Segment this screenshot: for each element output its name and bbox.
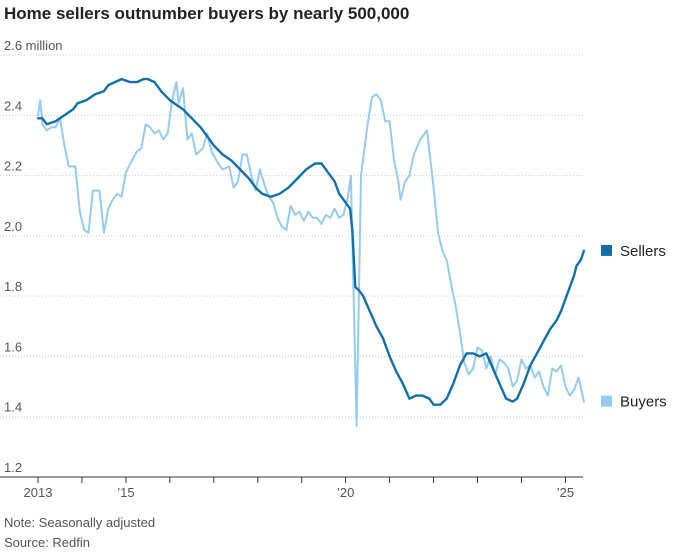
x-tick-label: ’15 — [117, 485, 134, 500]
y-tick-label: 2.0 — [4, 219, 22, 234]
series-line-sellers — [36, 77, 586, 406]
legend: Sellers Buyers — [601, 243, 667, 411]
y-tick-label: 2.6 million — [4, 38, 63, 53]
series-lines — [36, 77, 586, 427]
y-axis-ticks: 2.6 million 2.4 2.2 2.0 1.8 1.6 1.4 1.2 — [4, 38, 63, 475]
y-tick-label: 1.2 — [4, 460, 22, 475]
y-tick-label: 1.4 — [4, 400, 22, 415]
legend-label-sellers: Sellers — [620, 243, 666, 260]
x-tick-label: ’25 — [557, 485, 574, 500]
chart-title: Home sellers outnumber buyers by nearly … — [4, 4, 410, 23]
gridlines — [0, 54, 583, 418]
y-tick-label: 1.8 — [4, 279, 22, 294]
footer-source: Source: Redfin — [4, 535, 90, 550]
y-tick-label: 2.2 — [4, 159, 22, 174]
legend-swatch-sellers — [601, 244, 612, 256]
x-tick-label: 2013 — [24, 485, 53, 500]
footer-note: Note: Seasonally adjusted — [4, 515, 156, 530]
legend-label-buyers: Buyers — [620, 394, 667, 411]
y-tick-label: 2.4 — [4, 98, 22, 113]
y-tick-label: 1.6 — [4, 339, 22, 354]
legend-swatch-buyers — [601, 395, 612, 407]
series-line-buyers — [37, 81, 585, 427]
x-tick-label: ’20 — [337, 485, 354, 500]
x-axis: 2013 ’15 ’20 ’25 — [0, 476, 583, 500]
